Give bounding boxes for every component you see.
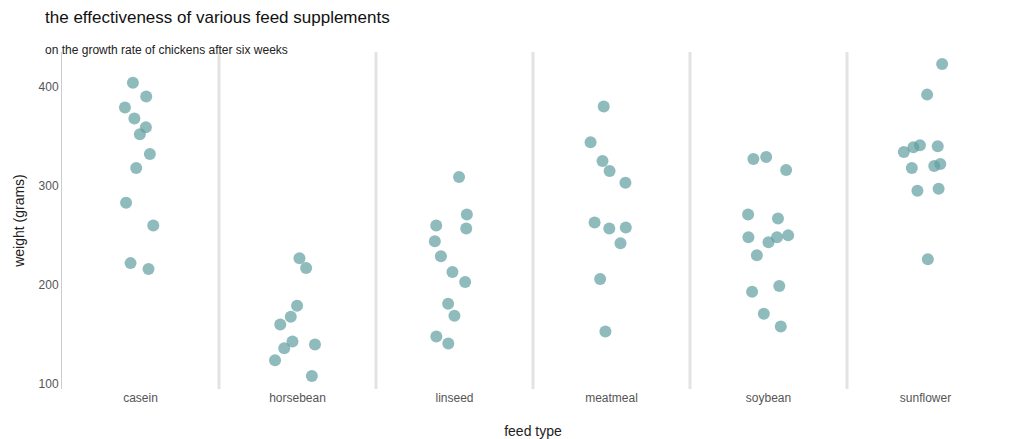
svg-text:the effectiveness of various f: the effectiveness of various feed supple… xyxy=(45,8,390,27)
svg-text:sunflower: sunflower xyxy=(900,391,951,405)
svg-text:200: 200 xyxy=(39,278,59,292)
svg-text:casein: casein xyxy=(123,391,158,405)
svg-text:100: 100 xyxy=(39,377,59,391)
svg-text:soybean: soybean xyxy=(746,391,791,405)
svg-text:linseed: linseed xyxy=(435,391,473,405)
svg-text:feed type: feed type xyxy=(504,423,562,439)
svg-text:horsebean: horsebean xyxy=(269,391,326,405)
svg-text:300: 300 xyxy=(39,179,59,193)
svg-text:400: 400 xyxy=(39,80,59,94)
svg-text:on the growth rate of chickens: on the growth rate of chickens after six… xyxy=(45,43,288,57)
svg-text:meatmeal: meatmeal xyxy=(585,391,638,405)
svg-text:weight (grams): weight (grams) xyxy=(11,174,27,268)
